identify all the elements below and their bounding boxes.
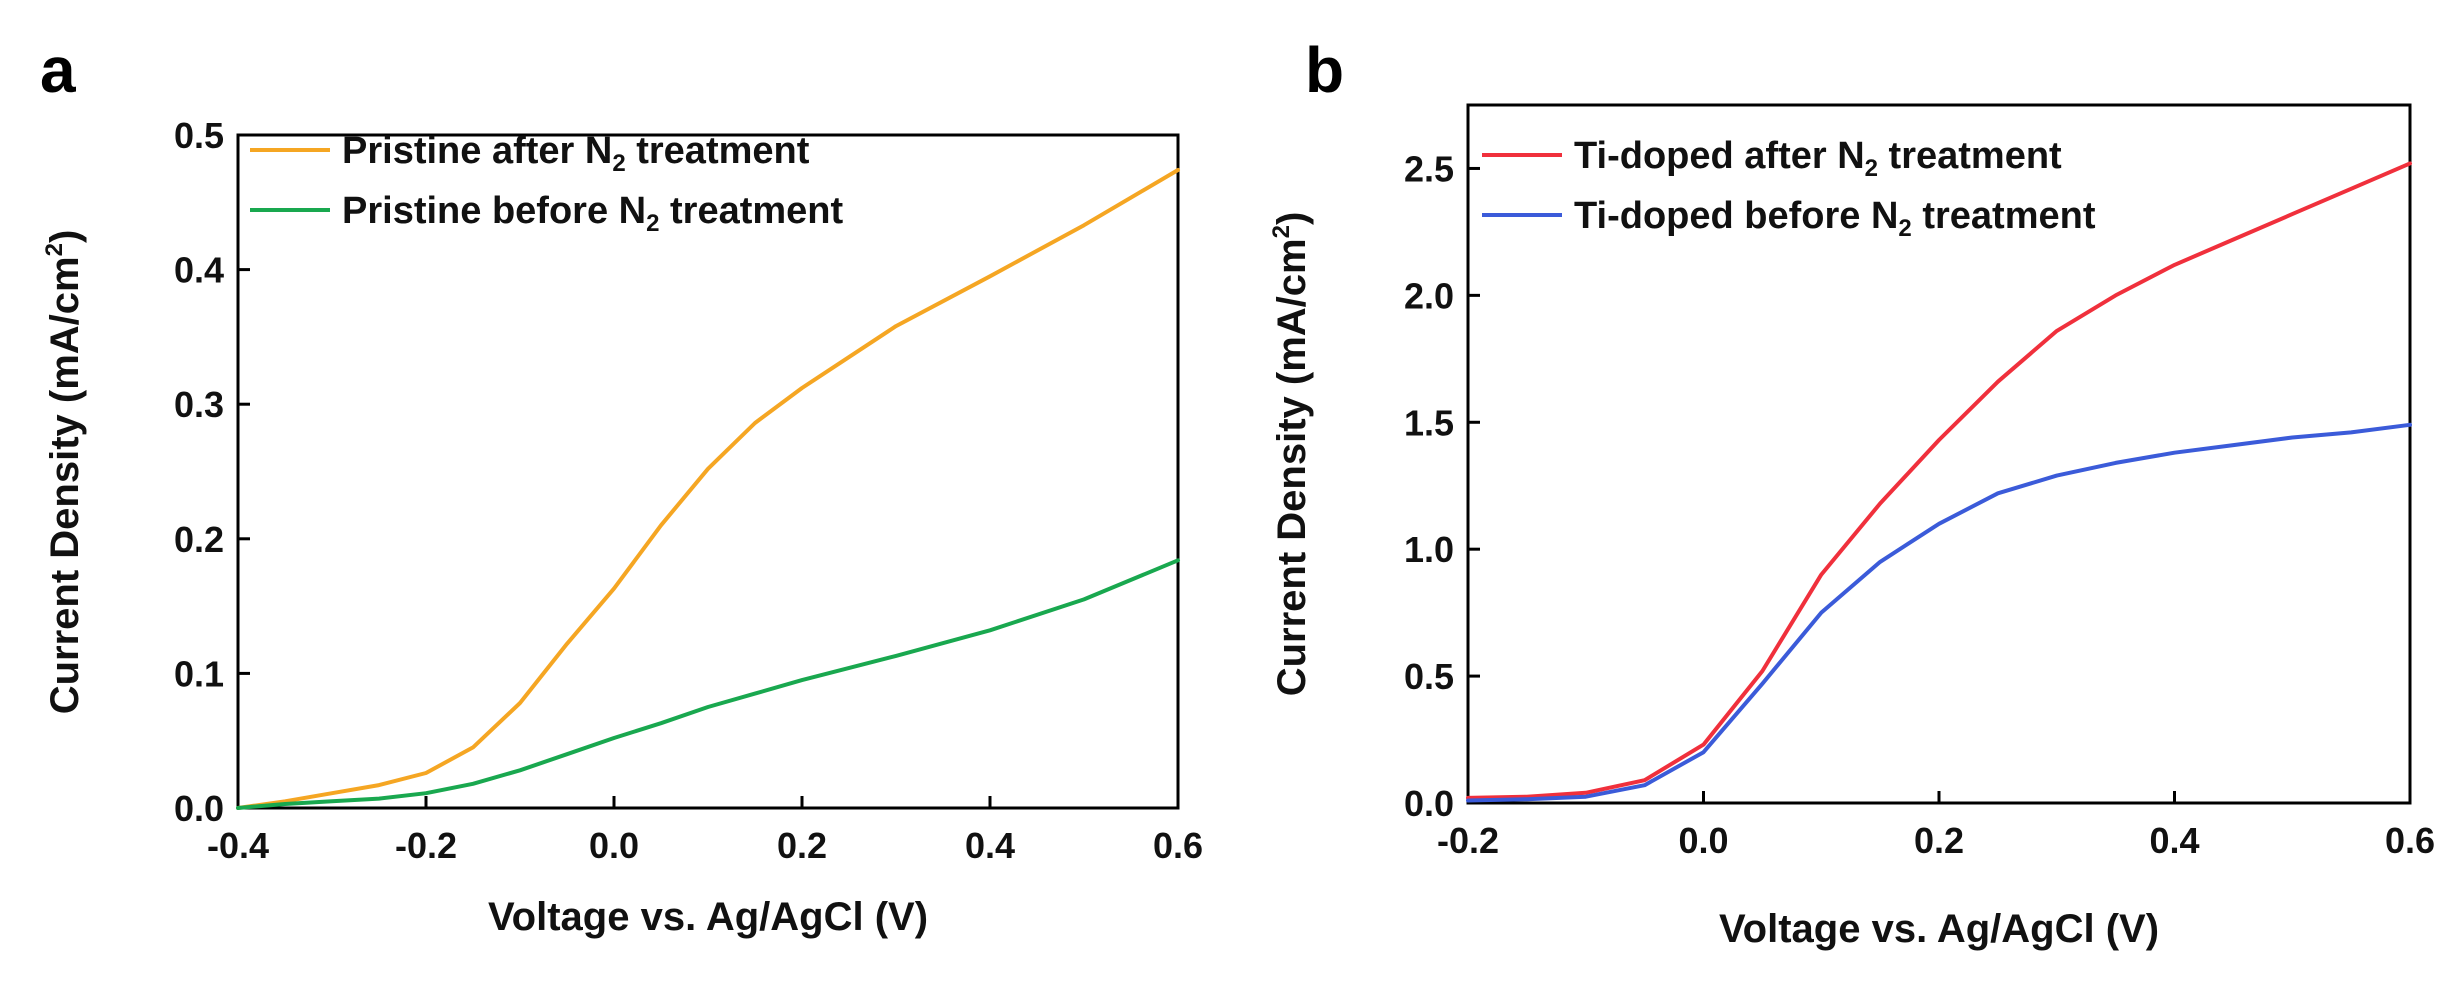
panel-b-y-axis-title-close: ): [1270, 212, 1314, 225]
panel-b-x-tick-label: 0.2: [1914, 820, 1964, 861]
panel-b-y-tick-label: 0.0: [1404, 783, 1454, 824]
panel-a-legend: Pristine after N2 treatment Pristine befo…: [250, 130, 843, 237]
panel-a-y-tick-label: 0.2: [174, 519, 224, 560]
panel-a: a -0.4 -0.2 0.0 0.2 0.4 0.6 0.0 0.1 0.2 0.3 0.4 0.5…: [40, 34, 1203, 939]
panel-b-y-axis-title: Current Density (mA/cm2): [1268, 212, 1314, 697]
panel-b-legend-label-2: Ti-doped before N2 treatment: [1574, 195, 2096, 242]
panel-b-legend: Ti-doped after N2 treatment Ti-doped befo…: [1482, 135, 2096, 242]
panel-b-x-tick-label: -0.2: [1437, 820, 1499, 861]
panel-a-y-tick-label: 0.4: [174, 250, 224, 291]
panel-b-y-tick-label: 2.0: [1404, 275, 1454, 316]
panel-b-x-tick-label: 0.4: [2149, 820, 2199, 861]
panel-b-series-line-1: [1466, 161, 2412, 800]
panel-a-y-tick-label: 0.5: [174, 115, 224, 156]
panel-b-y-tick-label: 1.0: [1404, 529, 1454, 570]
panel-b-ticks: -0.2 0.0 0.2 0.4 0.60.00.51.01.52.02.5: [1404, 148, 2435, 861]
panel-b: b -0.2 0.0 0.2 0.4 0.60.00.51.01.52.02.5 Ti-…: [1268, 34, 2435, 951]
panel-a-x-tick-label: -0.2: [395, 825, 457, 866]
panel-a-y-axis-title-close: ): [43, 230, 87, 243]
panel-b-series-line-2: [1466, 422, 2412, 803]
panel-a-legend-label-1: Pristine after N2 treatment: [342, 130, 810, 177]
panel-b-x-tick-label: 0.0: [1678, 820, 1728, 861]
panel-b-letter: b: [1305, 34, 1344, 106]
panel-a-series-line-2: [236, 558, 1180, 810]
panel-a-x-tick-label: -0.4: [207, 825, 269, 866]
panel-a-x-tick-label: 0.4: [965, 825, 1015, 866]
panel-b-y-tick-label: 0.5: [1404, 656, 1454, 697]
panel-b-legend-label-1: Ti-doped after N2 treatment: [1574, 135, 2062, 182]
panel-a-legend-label-2: Pristine before N2 treatment: [342, 190, 843, 237]
panel-b-y-axis-title-sup: 2: [1268, 225, 1295, 238]
panel-a-x-axis-title: Voltage vs. Ag/AgCl (V): [488, 895, 928, 939]
panel-a-y-tick-label: 0.1: [174, 653, 224, 694]
panel-a-series-line-1: [236, 168, 1180, 810]
panel-b-x-tick-label: 0.6: [2385, 820, 2435, 861]
panel-a-y-axis-title-main: Current Density (mA/cm: [43, 256, 87, 714]
panel-a-letter: a: [40, 34, 76, 106]
panel-b-y-axis-title-main: Current Density (mA/cm: [1270, 238, 1314, 696]
panel-b-x-axis-title: Voltage vs. Ag/AgCl (V): [1719, 907, 2159, 951]
panel-a-x-tick-label: 0.6: [1153, 825, 1203, 866]
panel-b-y-tick-label: 2.5: [1404, 148, 1454, 189]
panel-a-y-tick-label: 0.3: [174, 384, 224, 425]
panel-a-series: [236, 168, 1180, 810]
panel-a-y-tick-label: 0.0: [174, 788, 224, 829]
panel-a-y-axis-title-sup: 2: [41, 243, 68, 256]
panel-a-ticks: -0.4 -0.2 0.0 0.2 0.4 0.6 0.0 0.1 0.2 0.3 0.4 0.5: [174, 115, 1203, 866]
panel-a-y-axis-title: Current Density (mA/cm2): [41, 230, 87, 715]
panel-a-plot-frame: [236, 133, 1180, 810]
panel-b-series: [1466, 161, 2412, 803]
panel-b-y-tick-label: 1.5: [1404, 402, 1454, 443]
panel-a-x-tick-label: 0.2: [777, 825, 827, 866]
panel-a-x-tick-label: 0.0: [589, 825, 639, 866]
